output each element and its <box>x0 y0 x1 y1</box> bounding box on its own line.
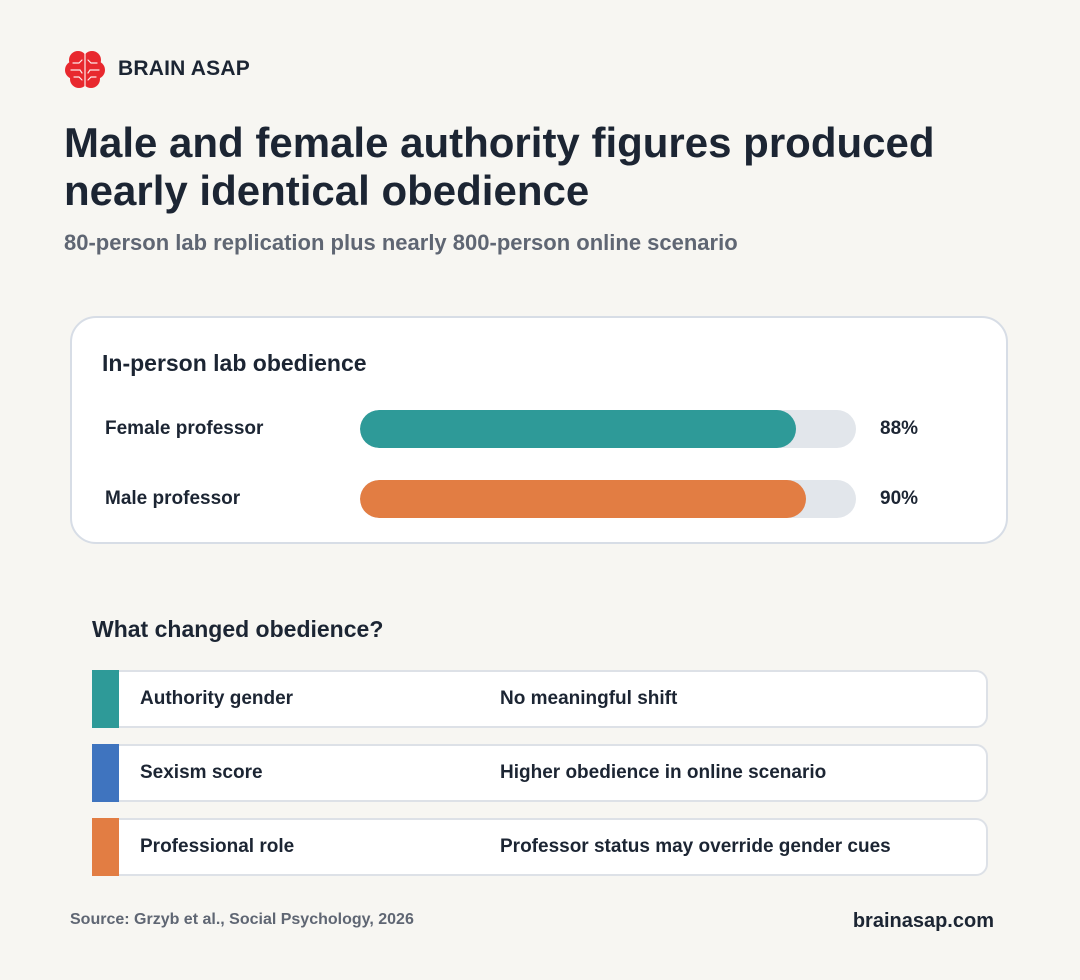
bar-value-male-professor: 90% <box>880 488 919 509</box>
factor-color-stripe <box>92 818 119 876</box>
factor-row-professional-role: Professional role Professor status may o… <box>92 818 988 876</box>
factor-effect: Higher obedience in online scenario <box>500 762 827 783</box>
bar-row-male-professor: Male professor 90% <box>72 479 1006 519</box>
site-url: brainasap.com <box>852 910 994 932</box>
page-title: Male and female authority figures produc… <box>64 119 935 214</box>
factor-name: Professional role <box>140 836 295 857</box>
bar-track-female-professor <box>360 410 856 448</box>
factor-effect: No meaningful shift <box>500 688 678 709</box>
factor-color-stripe <box>92 670 119 728</box>
brand: BRAIN ASAP <box>64 48 250 90</box>
brain-icon <box>65 51 105 88</box>
factor-color-stripe <box>92 744 119 802</box>
factor-name: Authority gender <box>140 688 294 709</box>
factor-row-authority-gender: Authority gender No meaningful shift <box>92 670 988 728</box>
factor-name: Sexism score <box>140 762 263 783</box>
bar-value-female-professor: 88% <box>880 418 919 439</box>
brand-name: BRAIN ASAP <box>118 57 250 80</box>
factor-effect: Professor status may override gender cue… <box>500 836 891 857</box>
chart-title: In-person lab obedience <box>102 350 367 376</box>
bar-row-female-professor: Female professor 88% <box>72 409 1006 449</box>
bar-male-professor <box>360 480 807 518</box>
bar-label-male-professor: Male professor <box>105 488 241 509</box>
bar-label-female-professor: Female professor <box>105 418 264 439</box>
bar-female-professor <box>360 410 797 448</box>
page-subtitle: 80-person lab replication plus nearly 80… <box>64 230 738 255</box>
source-citation: Source: Grzyb et al., Social Psychology,… <box>70 911 414 928</box>
chart-card: In-person lab obedience Female professor… <box>70 316 1008 544</box>
factors-title: What changed obedience? <box>92 616 384 642</box>
factor-row-sexism-score: Sexism score Higher obedience in online … <box>92 744 988 802</box>
factor-list: Authority gender No meaningful shift Sex… <box>92 670 988 892</box>
bar-track-male-professor <box>360 480 856 518</box>
